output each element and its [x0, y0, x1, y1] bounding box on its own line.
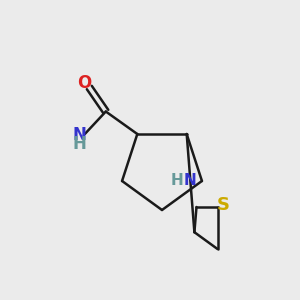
- Text: N: N: [184, 172, 196, 188]
- Text: H: H: [73, 135, 86, 153]
- Text: S: S: [216, 196, 230, 214]
- Text: H: H: [171, 172, 183, 188]
- Text: O: O: [77, 74, 92, 92]
- Text: N: N: [73, 126, 86, 144]
